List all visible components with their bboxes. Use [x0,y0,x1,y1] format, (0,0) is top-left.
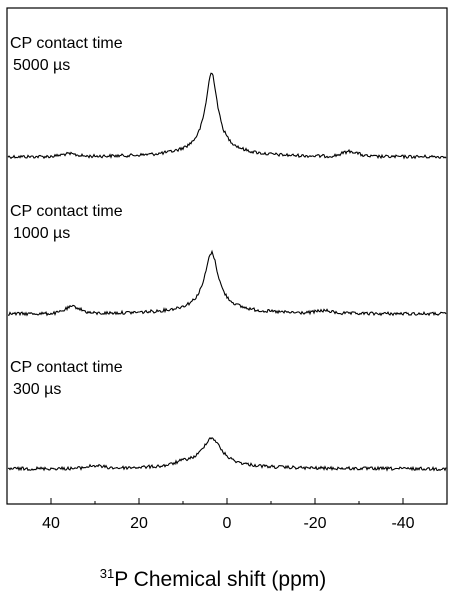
x-tick-label: 40 [42,515,60,532]
series-label-line1: CP contact time [10,35,123,52]
spectrum-trace [8,249,447,317]
spectrum-trace [7,436,447,472]
x-axis-title-text: P Chemical shift (ppm) [114,568,326,591]
series-label-line1: CP contact time [10,203,123,220]
series-labels: CP contact time 5000 µs CP contact time 100… [10,35,123,398]
x-tick-label: -20 [303,515,326,532]
spectra-traces [7,72,447,472]
series-label-line1: CP contact time [10,359,123,376]
x-axis-title: 31P Chemical shift (ppm) [100,566,326,591]
x-tick-label: 20 [130,515,148,532]
series-label-line2: 1000 µs [13,225,70,242]
x-axis-title-superscript: 31 [100,566,114,581]
spectrum-trace [7,72,447,160]
series-label-line2: 5000 µs [13,57,70,74]
plot-frame [6,7,448,505]
x-tick-label: 0 [223,515,232,532]
series-label-line2: 300 µs [13,381,61,398]
x-tick-label: -40 [391,515,414,532]
x-axis-ticks: 40 20 0 -20 -40 [42,498,415,532]
